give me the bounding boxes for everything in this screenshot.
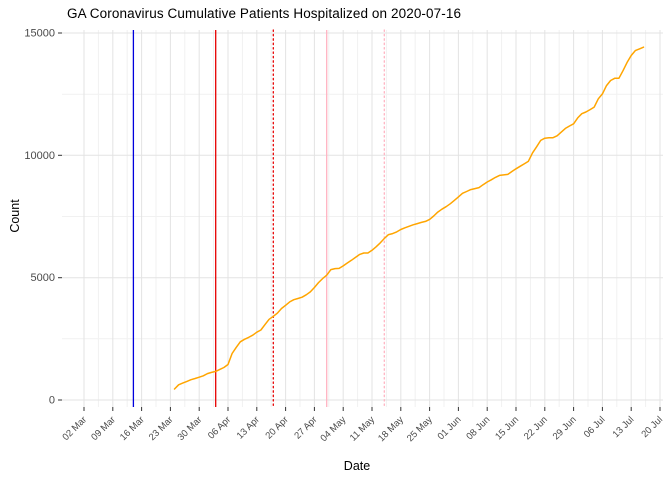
chart-title: GA Coronavirus Cumulative Patients Hospi…	[67, 6, 462, 21]
x-tick-label: 06 Jul	[582, 414, 608, 440]
x-tick-label: 08 Jun	[464, 414, 492, 442]
x-tick-label: 25 May	[405, 414, 435, 444]
x-tick-label: 02 Mar	[60, 414, 89, 443]
x-tick-label: 11 May	[348, 414, 377, 443]
x-tick-label: 06 Apr	[206, 414, 233, 441]
x-tick-label: 18 May	[376, 414, 406, 444]
x-tick-label: 16 Mar	[118, 414, 147, 443]
y-tick-label: 0	[49, 395, 55, 407]
x-tick-label: 20 Apr	[264, 414, 291, 441]
y-tick-label: 15000	[24, 28, 55, 40]
x-tick-label: 13 Apr	[235, 414, 262, 441]
x-tick-label: 30 Mar	[176, 414, 205, 443]
x-tick-label: 22 Jun	[522, 414, 550, 442]
y-tick-label: 5000	[31, 272, 55, 284]
x-tick-label: 23 Mar	[147, 414, 176, 443]
x-axis-title: Date	[343, 459, 371, 473]
x-tick-label: 13 Jul	[611, 414, 637, 440]
x-tick-label: 04 May	[319, 414, 349, 444]
series-line-cumulative-patients-hospitalized	[173, 46, 645, 390]
x-tick-label: 09 Mar	[89, 414, 118, 443]
x-tick-label: 01 Jun	[436, 414, 464, 442]
x-tick-label: 15 Jun	[493, 414, 521, 442]
y-tick-label: 10000	[24, 150, 55, 162]
x-tick-label: 29 Jun	[551, 414, 579, 442]
x-tick-label: 20 Jul	[639, 414, 665, 440]
x-tick-label: 27 Apr	[292, 414, 319, 441]
